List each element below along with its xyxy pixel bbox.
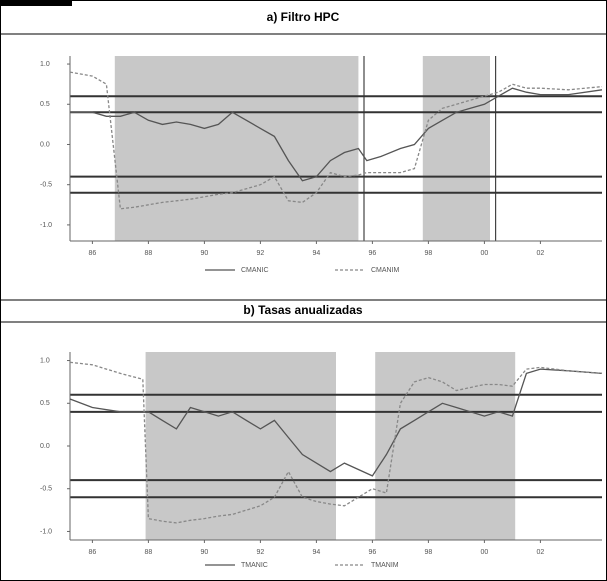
y-tick-label: -1.0 <box>40 222 52 229</box>
y-tick-label: -0.5 <box>40 486 52 493</box>
chart-title: a) Filtro HPC <box>267 10 340 24</box>
y-tick-label: 1.0 <box>40 357 50 364</box>
legend-label: CMANIC <box>241 267 269 274</box>
y-tick-label: -1.0 <box>40 528 52 535</box>
y-tick-label: 1.0 <box>40 61 50 68</box>
y-tick-label: 0.5 <box>40 400 50 407</box>
x-tick-label: 98 <box>425 250 433 257</box>
series-line <box>69 368 603 477</box>
corner-tab <box>0 0 72 6</box>
x-tick-label: 86 <box>89 549 97 556</box>
shaded-period <box>114 56 359 241</box>
y-tick-label: 0.0 <box>40 443 50 450</box>
shaded-period <box>145 352 336 540</box>
shaded-period <box>422 56 490 241</box>
y-tick-label: -0.5 <box>40 182 52 189</box>
legend-label: CMANIM <box>371 267 400 274</box>
legend-label: TMANIM <box>371 562 399 569</box>
series-line <box>70 87 603 182</box>
series-line <box>69 71 603 210</box>
x-tick-label: 94 <box>313 549 321 556</box>
x-tick-label: 96 <box>369 250 377 257</box>
x-tick-label: 92 <box>257 549 265 556</box>
x-tick-label: 86 <box>89 250 97 257</box>
x-tick-label: 02 <box>537 549 545 556</box>
x-tick-label: 94 <box>313 250 321 257</box>
x-tick-label: 92 <box>257 250 265 257</box>
y-tick-label: 0.5 <box>40 101 50 108</box>
legend-label: TMANIC <box>241 562 268 569</box>
x-tick-label: 02 <box>537 250 545 257</box>
x-tick-label: 90 <box>201 549 209 556</box>
x-tick-label: 00 <box>481 549 489 556</box>
x-tick-label: 00 <box>481 250 489 257</box>
x-tick-label: 88 <box>145 250 153 257</box>
x-tick-label: 88 <box>145 549 153 556</box>
shaded-period <box>375 352 516 540</box>
x-tick-label: 90 <box>201 250 209 257</box>
x-tick-label: 96 <box>369 549 377 556</box>
x-tick-label: 98 <box>425 549 433 556</box>
chart-title: b) Tasas anualizadas <box>243 303 362 317</box>
y-tick-label: 0.0 <box>40 141 50 148</box>
